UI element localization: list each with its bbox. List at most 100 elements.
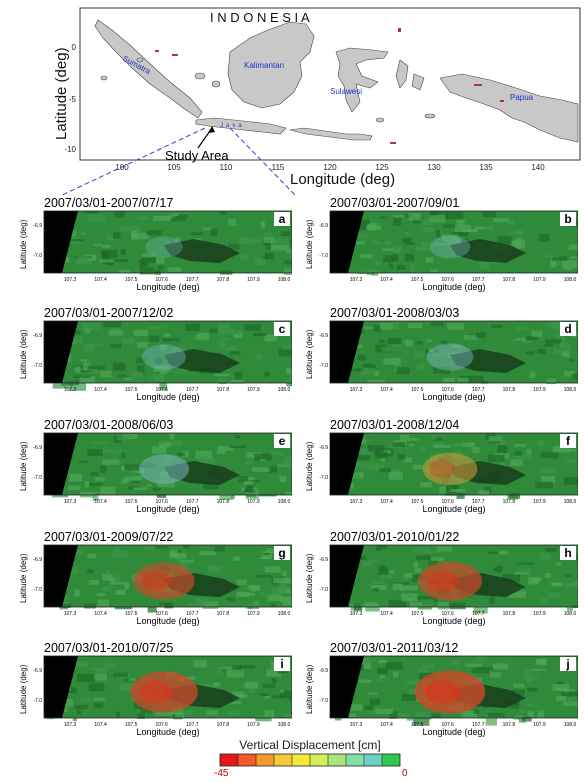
panel-x-tick: 108.0 <box>278 277 291 283</box>
no-data-area <box>330 545 364 607</box>
panel-x-tick: 107.8 <box>217 722 230 728</box>
panel-x-tick: 107.8 <box>217 277 230 283</box>
no-data-area <box>44 545 78 607</box>
displacement-panel-e: 2007/03/01-2008/06/03 e -6.9 -7.0 Latitude (… <box>0 418 292 520</box>
panel-x-tick: 108.0 <box>564 387 577 393</box>
panel-x-tick: 107.6 <box>441 611 454 617</box>
panel-y-tick: -7.0 <box>319 363 328 369</box>
colorbar-scale <box>219 753 401 767</box>
panel-x-tick: 107.5 <box>125 722 138 728</box>
panel-y-tick: -7.0 <box>319 253 328 259</box>
subsidence-core <box>428 459 456 479</box>
overview-y-ticks: 0 -5 -10 <box>64 43 76 154</box>
panel-x-tick: 107.7 <box>472 499 485 505</box>
no-data-area <box>330 211 364 273</box>
panel-x-tick: 107.7 <box>186 499 199 505</box>
colorbar-segment <box>310 754 328 766</box>
panel-title: 2007/03/01-2008/03/03 <box>330 306 460 320</box>
panel-letter: a <box>279 212 286 226</box>
panel-y-tick: -6.9 <box>33 223 42 229</box>
panel-y-tick: -6.9 <box>33 333 42 339</box>
panel-x-tick: 107.7 <box>186 387 199 393</box>
panel-x-tick: 107.7 <box>186 611 199 617</box>
colorbar: Vertical Displacement [cm] -45 0 <box>200 738 420 783</box>
papua-island <box>439 73 579 143</box>
panel-ylabel: Latitude (deg) <box>305 664 314 714</box>
colorbar-segment <box>292 754 310 766</box>
panel-letter: h <box>564 546 571 560</box>
panel-x-tick: 107.4 <box>380 611 393 617</box>
overview-x-tick: 135 <box>479 163 493 172</box>
panel-x-tick: 107.6 <box>155 277 168 283</box>
panel-y-tick: -7.0 <box>33 587 42 593</box>
panel-map: h -6.9 -7.0 Latitude (deg) 107.3 107.4 107.5 10… <box>305 544 578 626</box>
panel-x-tick: 107.6 <box>441 722 454 728</box>
panel-title: 2007/03/01-2010/07/25 <box>44 641 174 655</box>
panel-x-tick: 107.8 <box>503 611 516 617</box>
panel-y-tick: -6.9 <box>319 557 328 563</box>
panel-x-tick: 107.4 <box>380 499 393 505</box>
panel-x-tick: 107.3 <box>350 277 363 283</box>
panel-x-tick: 108.0 <box>564 277 577 283</box>
overview-x-tick: 140 <box>531 163 545 172</box>
overview-ylabel: Latitude (deg) <box>53 47 70 140</box>
panel-map: e -6.9 -7.0 Latitude (deg) 107.3 107.4 107.5 10… <box>19 432 292 514</box>
panel-xlabel: Longitude (deg) <box>422 282 485 292</box>
panel-x-tick: 108.0 <box>564 499 577 505</box>
panel-x-tick: 107.9 <box>533 722 546 728</box>
panel-x-tick: 107.8 <box>503 277 516 283</box>
panel-x-tick: 107.4 <box>94 277 107 283</box>
subsidence-area <box>429 235 471 259</box>
overview-map: Sumatra Kalimantan Sulawesi Papua Java I… <box>0 0 585 195</box>
subsidence-core <box>141 570 171 592</box>
panel-y-tick: -6.9 <box>33 668 42 674</box>
panel-xlabel: Longitude (deg) <box>136 616 199 626</box>
panel-letter: d <box>564 322 571 336</box>
panel-ylabel: Latitude (deg) <box>305 329 314 379</box>
panel-x-tick: 107.6 <box>441 499 454 505</box>
panel-x-tick: 107.9 <box>533 387 546 393</box>
maluku-islands <box>395 59 409 89</box>
panel-y-tick: -7.0 <box>33 475 42 481</box>
panel-xlabel: Longitude (deg) <box>136 504 199 514</box>
panel-x-tick: 107.5 <box>411 611 424 617</box>
no-data-area <box>330 433 364 495</box>
panel-xlabel: Longitude (deg) <box>136 727 199 737</box>
no-data-area <box>330 321 364 383</box>
region-label-sulawesi: Sulawesi <box>330 87 362 96</box>
displacement-panel-i: 2007/03/01-2010/07/25 i -6.9 -7.0 Latitude (… <box>0 641 292 743</box>
sulawesi-island <box>335 47 389 113</box>
panel-x-tick: 108.0 <box>278 722 291 728</box>
panel-x-tick: 107.9 <box>247 722 260 728</box>
panel-y-tick: -7.0 <box>33 698 42 704</box>
panel-xlabel: Longitude (deg) <box>136 282 199 292</box>
panel-x-tick: 107.3 <box>64 722 77 728</box>
panel-x-tick: 107.5 <box>125 611 138 617</box>
panel-x-tick: 107.9 <box>247 611 260 617</box>
panel-ylabel: Latitude (deg) <box>19 441 28 491</box>
subsidence-core <box>139 680 173 704</box>
panel-x-tick: 108.0 <box>278 387 291 393</box>
subsidence-area <box>422 452 478 486</box>
panel-xlabel: Longitude (deg) <box>422 504 485 514</box>
panel-x-tick: 107.3 <box>350 722 363 728</box>
panel-x-tick: 107.3 <box>64 499 77 505</box>
panel-y-tick: -6.9 <box>319 333 328 339</box>
overview-x-tick: 120 <box>323 163 337 172</box>
panel-ylabel: Latitude (deg) <box>305 553 314 603</box>
panel-x-tick: 107.5 <box>411 722 424 728</box>
panel-ylabel: Latitude (deg) <box>19 219 28 269</box>
subsidence-core <box>424 680 460 704</box>
panel-y-tick: -7.0 <box>33 363 42 369</box>
kalimantan-island <box>227 21 315 109</box>
panel-ylabel: Latitude (deg) <box>19 553 28 603</box>
overview-y-tick: -5 <box>69 95 77 104</box>
panel-x-tick: 107.4 <box>94 387 107 393</box>
java-island <box>195 117 287 135</box>
panel-y-tick: -6.9 <box>33 445 42 451</box>
panel-letter: b <box>564 212 571 226</box>
panel-x-tick: 107.8 <box>503 499 516 505</box>
displacement-panel-b: 2007/03/01-2007/09/01 b -6.9 -7.0 Latitude (… <box>286 196 578 298</box>
panel-ylabel: Latitude (deg) <box>305 441 314 491</box>
panel-y-tick: -7.0 <box>33 253 42 259</box>
